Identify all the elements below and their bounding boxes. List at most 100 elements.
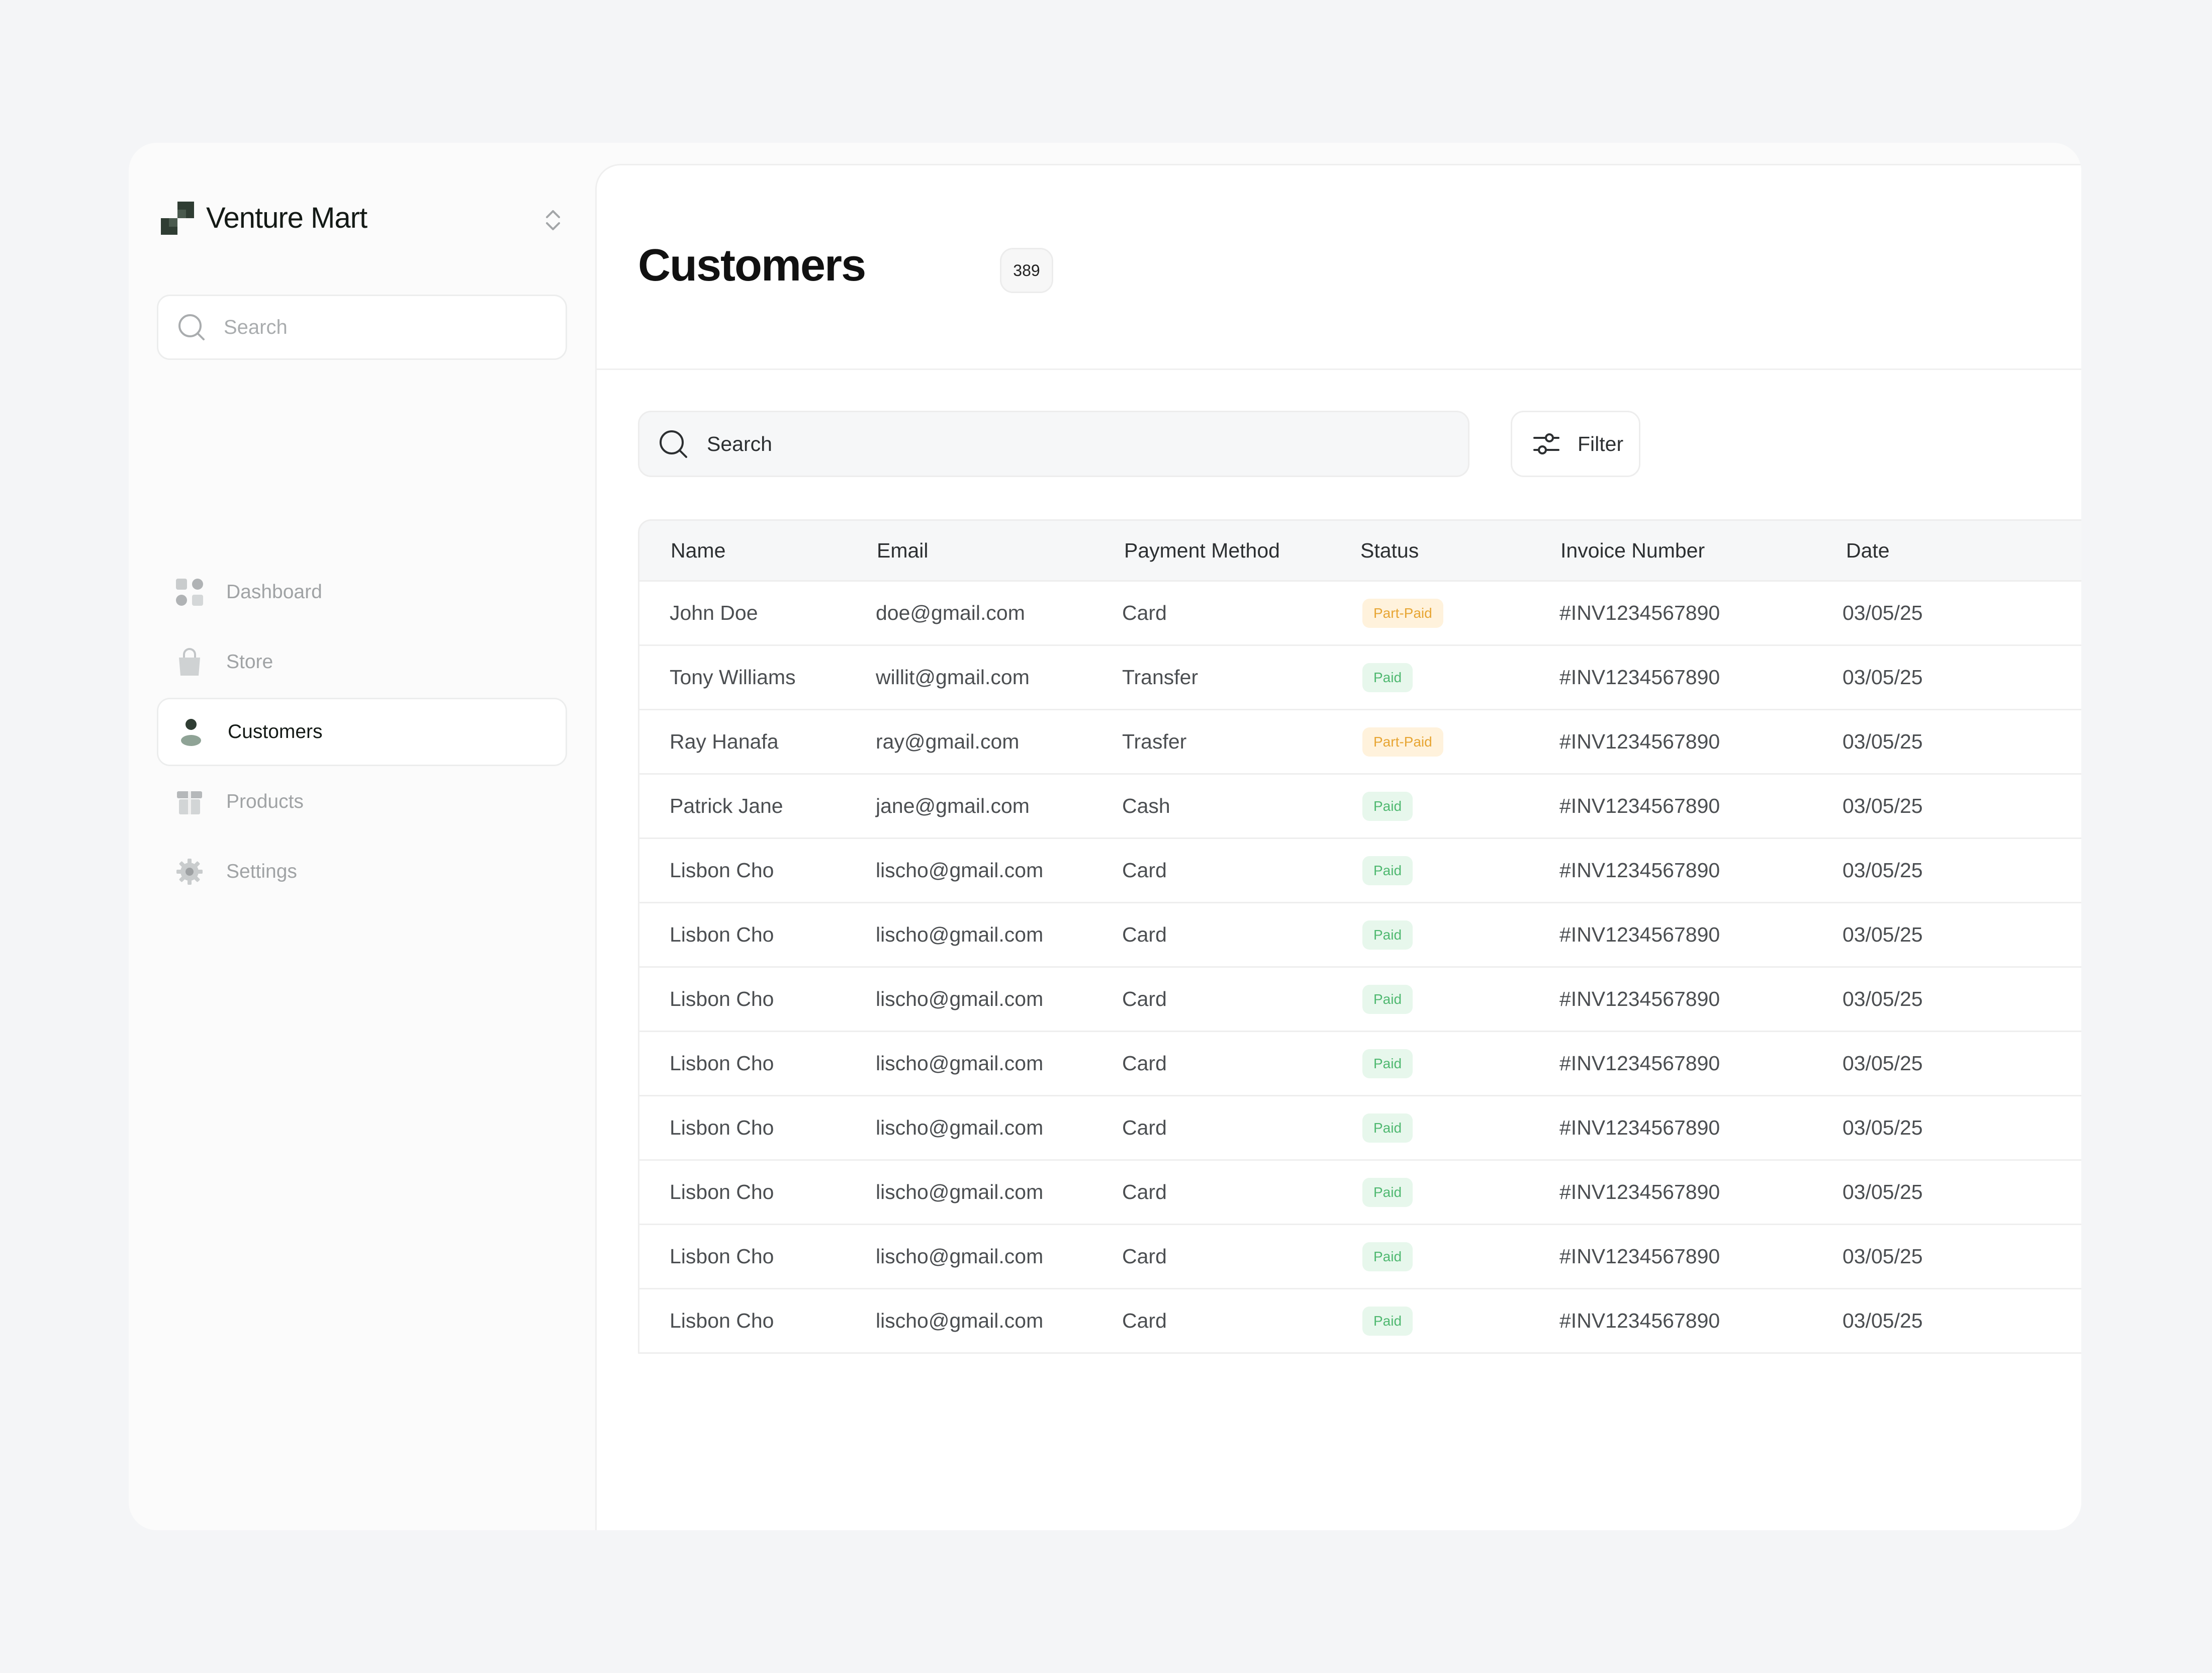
cell-name: Lisbon Cho <box>670 987 774 1010</box>
cell-date: 03/05/25 <box>1842 1309 1923 1332</box>
table-row[interactable]: Tony Williams willit@gmail.com Transfer … <box>638 646 2081 710</box>
cell-email: willit@gmail.com <box>876 666 1030 689</box>
table-row[interactable]: John Doe doe@gmail.com Card Part-Paid #I… <box>638 582 2081 646</box>
cell-name: Lisbon Cho <box>670 1245 774 1268</box>
cell-name: Lisbon Cho <box>670 1116 774 1139</box>
cell-date: 03/05/25 <box>1842 987 1923 1010</box>
sidebar-item-label: Settings <box>226 861 297 882</box>
cell-payment-method: Card <box>1122 859 1167 882</box>
cell-invoice-number: #INV1234567890 <box>1559 601 1720 624</box>
customer-search-input[interactable]: Search <box>638 411 1469 477</box>
column-header-name[interactable]: Name <box>671 539 726 562</box>
table-row[interactable]: Lisbon Cho lischo@gmail.com Card Paid #I… <box>638 1161 2081 1225</box>
brand[interactable]: Venture Mart <box>161 201 367 235</box>
cell-payment-method: Card <box>1122 1052 1167 1075</box>
table-row[interactable]: Lisbon Cho lischo@gmail.com Card Paid #I… <box>638 1032 2081 1096</box>
cell-date: 03/05/25 <box>1842 601 1923 624</box>
gift-box-icon <box>177 791 202 814</box>
cell-invoice-number: #INV1234567890 <box>1559 730 1720 753</box>
cell-date: 03/05/25 <box>1842 859 1923 882</box>
search-icon <box>178 314 205 340</box>
table-header: Name Email Payment Method Status Invoice… <box>638 519 2081 582</box>
cell-email: doe@gmail.com <box>876 601 1025 624</box>
status-badge: Paid <box>1362 1049 1413 1078</box>
cell-invoice-number: #INV1234567890 <box>1559 859 1720 882</box>
search-icon <box>660 430 687 458</box>
status-badge: Paid <box>1362 920 1413 950</box>
cell-date: 03/05/25 <box>1842 666 1923 689</box>
cell-invoice-number: #INV1234567890 <box>1559 987 1720 1010</box>
status-badge: Paid <box>1362 985 1413 1014</box>
column-header-payment-method[interactable]: Payment Method <box>1124 539 1280 562</box>
cell-payment-method: Card <box>1122 1180 1167 1203</box>
cell-payment-method: Card <box>1122 923 1167 946</box>
cell-invoice-number: #INV1234567890 <box>1559 1180 1720 1203</box>
table-row[interactable]: Lisbon Cho lischo@gmail.com Card Paid #I… <box>638 903 2081 968</box>
chevron-up-down-icon[interactable] <box>541 205 565 235</box>
sidebar-item-label: Store <box>226 651 273 673</box>
cell-payment-method: Card <box>1122 987 1167 1010</box>
sidebar-item-dashboard[interactable]: Dashboard <box>157 558 567 626</box>
cell-name: Lisbon Cho <box>670 1052 774 1075</box>
customer-count-badge: 389 <box>1000 248 1053 293</box>
main-panel: Customers 389 Search Filter Name Email <box>595 164 2081 1530</box>
table-row[interactable]: Ray Hanafa ray@gmail.com Trasfer Part-Pa… <box>638 710 2081 775</box>
sidebar-item-customers[interactable]: Customers <box>157 698 567 766</box>
sidebar-item-store[interactable]: Store <box>157 628 567 696</box>
sidebar-item-label: Customers <box>228 721 323 742</box>
cell-invoice-number: #INV1234567890 <box>1559 666 1720 689</box>
grid-icon <box>176 579 203 606</box>
cell-payment-method: Card <box>1122 1116 1167 1139</box>
column-header-invoice-number[interactable]: Invoice Number <box>1560 539 1705 562</box>
cell-name: John Doe <box>670 601 758 624</box>
status-badge: Paid <box>1362 856 1413 885</box>
cell-email: ray@gmail.com <box>876 730 1020 753</box>
sliders-icon <box>1533 433 1559 454</box>
cell-email: lischo@gmail.com <box>876 1116 1044 1139</box>
app-window: Venture Mart Search Dashboard <box>129 143 2081 1530</box>
column-header-email[interactable]: Email <box>877 539 929 562</box>
sidebar-item-label: Products <box>226 791 304 812</box>
cell-name: Lisbon Cho <box>670 1180 774 1203</box>
table-row[interactable]: Lisbon Cho lischo@gmail.com Card Paid #I… <box>638 839 2081 903</box>
cell-payment-method: Cash <box>1122 794 1170 817</box>
sidebar-item-label: Dashboard <box>226 581 322 603</box>
cell-email: lischo@gmail.com <box>876 987 1044 1010</box>
page-title: Customers <box>638 240 866 291</box>
sidebar-item-settings[interactable]: Settings <box>157 838 567 906</box>
cell-name: Lisbon Cho <box>670 923 774 946</box>
cell-invoice-number: #INV1234567890 <box>1559 1245 1720 1268</box>
cell-date: 03/05/25 <box>1842 1052 1923 1075</box>
user-icon <box>181 719 201 746</box>
cell-email: jane@gmail.com <box>876 794 1030 817</box>
cell-name: Tony Williams <box>670 666 796 689</box>
cell-date: 03/05/25 <box>1842 1245 1923 1268</box>
cell-payment-method: Trasfer <box>1122 730 1187 753</box>
filter-button[interactable]: Filter <box>1511 411 1640 477</box>
table-row[interactable]: Lisbon Cho lischo@gmail.com Card Paid #I… <box>638 1096 2081 1161</box>
status-badge: Part-Paid <box>1362 599 1443 628</box>
cell-name: Patrick Jane <box>670 794 783 817</box>
table-row[interactable]: Lisbon Cho lischo@gmail.com Card Paid #I… <box>638 968 2081 1032</box>
status-badge: Paid <box>1362 792 1413 821</box>
status-badge: Paid <box>1362 663 1413 692</box>
cell-date: 03/05/25 <box>1842 1180 1923 1203</box>
cell-email: lischo@gmail.com <box>876 1180 1044 1203</box>
cell-payment-method: Card <box>1122 1309 1167 1332</box>
table-row[interactable]: Patrick Jane jane@gmail.com Cash Paid #I… <box>638 775 2081 839</box>
sidebar-search-input[interactable]: Search <box>157 295 567 360</box>
cell-invoice-number: #INV1234567890 <box>1559 794 1720 817</box>
status-badge: Paid <box>1362 1113 1413 1143</box>
cell-name: Lisbon Cho <box>670 859 774 882</box>
table-row[interactable]: Lisbon Cho lischo@gmail.com Card Paid #I… <box>638 1289 2081 1354</box>
shopping-bag-icon <box>179 648 200 676</box>
cell-email: lischo@gmail.com <box>876 923 1044 946</box>
customer-search-placeholder: Search <box>707 432 772 455</box>
table-row[interactable]: Lisbon Cho lischo@gmail.com Card Paid #I… <box>638 1225 2081 1289</box>
column-header-date[interactable]: Date <box>1846 539 1890 562</box>
sidebar-item-products[interactable]: Products <box>157 768 567 836</box>
column-header-status[interactable]: Status <box>1360 539 1419 562</box>
cell-email: lischo@gmail.com <box>876 859 1044 882</box>
cell-payment-method: Card <box>1122 1245 1167 1268</box>
status-badge: Paid <box>1362 1242 1413 1271</box>
